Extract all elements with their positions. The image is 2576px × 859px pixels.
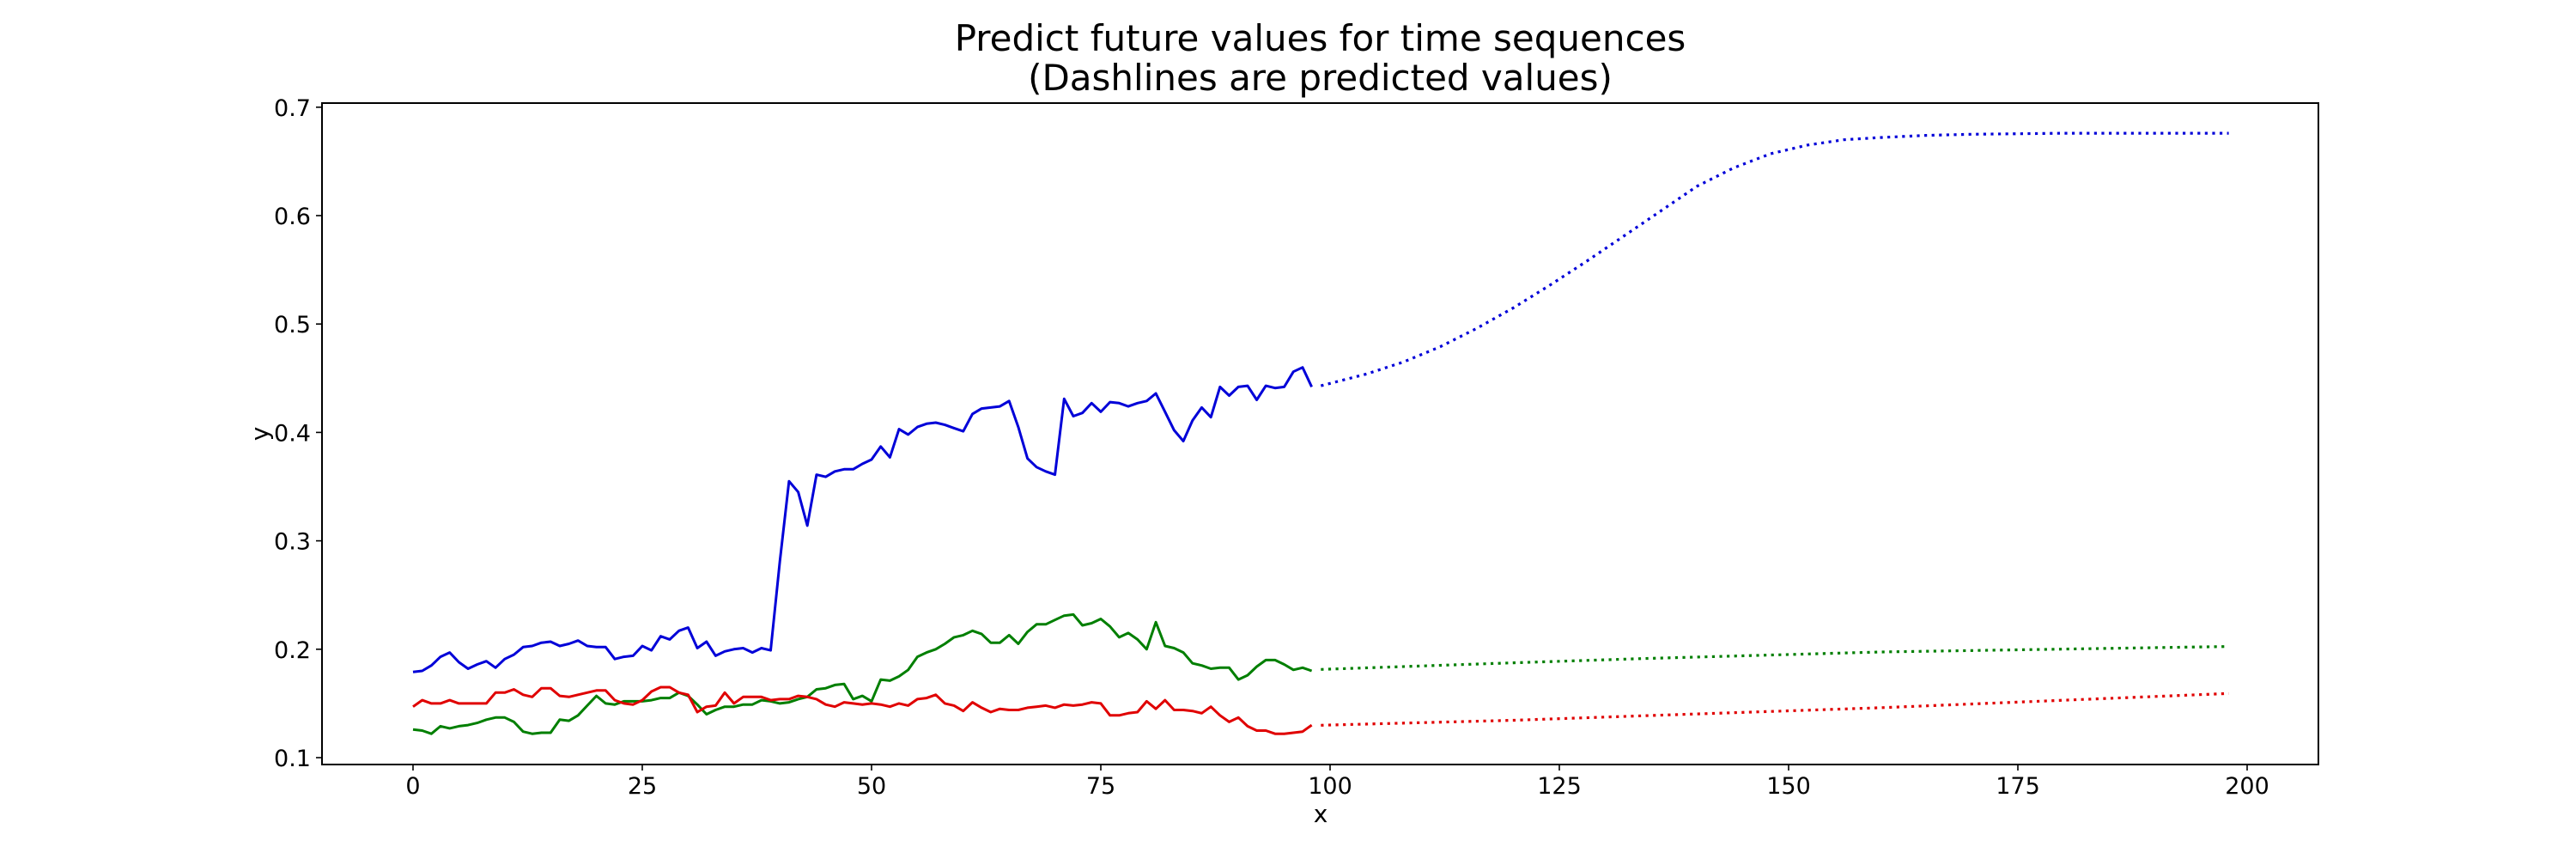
y-tick-label: 0.4 [274, 420, 311, 447]
x-axis: 0 25 50 75 100 125 150 175 200 [405, 765, 2269, 800]
chart-title-line2: (Dashlines are predicted values) [1028, 57, 1613, 99]
x-tick-label: 75 [1086, 773, 1115, 800]
x-tick-label: 100 [1308, 773, 1352, 800]
x-tick-label: 150 [1766, 773, 1811, 800]
y-axis-label: y [246, 427, 274, 442]
x-tick-label: 50 [857, 773, 886, 800]
green-predicted-line [1321, 645, 2229, 671]
x-tick-label: 25 [628, 773, 657, 800]
blue-predicted-line [1320, 131, 2229, 387]
x-tick-label: 200 [2225, 773, 2269, 800]
blue-actual-line [412, 366, 1313, 673]
y-axis: 0.1 0.2 0.3 0.4 0.5 0.6 0.7 [274, 95, 322, 772]
x-axis-label: x [1314, 800, 1328, 828]
y-tick-label: 0.1 [274, 746, 311, 772]
red-actual-line [412, 685, 1313, 735]
chart-title-line1: Predict future values for time sequences [954, 17, 1686, 59]
series-layer [412, 131, 2229, 735]
y-tick-label: 0.6 [274, 204, 311, 230]
plot-frame [321, 102, 2319, 765]
chart-title: Predict future values for time sequences… [322, 19, 2318, 98]
red-predicted-line [1321, 691, 2229, 727]
y-tick-label: 0.7 [274, 95, 311, 122]
green-actual-line [412, 612, 1313, 735]
x-tick-label: 175 [1996, 773, 2040, 800]
x-tick-label: 125 [1537, 773, 1582, 800]
y-tick-label: 0.2 [274, 637, 311, 664]
x-tick-label: 0 [405, 773, 420, 800]
y-tick-label: 0.5 [274, 312, 311, 338]
y-tick-label: 0.3 [274, 529, 311, 556]
